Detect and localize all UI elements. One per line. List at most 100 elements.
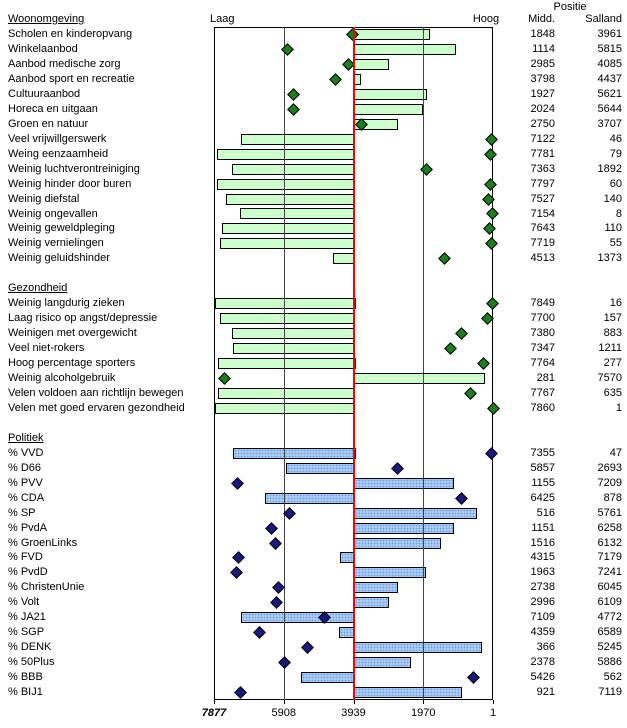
midd-bar (353, 657, 411, 669)
section-header-politiek: Politiek (8, 431, 44, 444)
salland-value: 562 (603, 671, 622, 684)
midd-bar (353, 507, 477, 519)
salland-value: 635 (603, 386, 622, 399)
midd-value: 7849 (530, 297, 555, 310)
salland-value: 46 (609, 132, 622, 145)
salland-value: 6132 (597, 536, 622, 549)
midd-bar (353, 642, 483, 654)
midd-bar (214, 402, 356, 414)
midd-value: 2985 (530, 57, 555, 70)
midd-value: 7347 (530, 342, 555, 355)
midd-bar (220, 313, 356, 325)
row-label: % D66 (8, 461, 42, 474)
gridline-1970 (423, 27, 425, 700)
midd-bar (300, 672, 356, 684)
midd-value: 921 (536, 686, 555, 698)
salland-column-header: Salland (585, 13, 622, 25)
midd-bar (353, 103, 424, 115)
midd-bar (231, 328, 356, 340)
salland-value: 878 (603, 491, 622, 504)
row-label: % PvdA (8, 521, 48, 534)
midd-value: 7380 (530, 327, 555, 340)
midd-value: 7643 (530, 222, 555, 235)
midd-bar (216, 178, 356, 190)
row-label: % PVV (8, 476, 43, 489)
midd-value: 366 (536, 641, 555, 654)
midd-value: 7700 (530, 312, 555, 325)
row-label: Weinigen met overgewicht (8, 327, 137, 340)
midd-column-header: Midd. (528, 13, 555, 25)
midd-value: 2750 (530, 117, 555, 130)
midd-value: 1114 (532, 43, 555, 55)
midd-bar (353, 43, 456, 55)
midd-value: 2738 (530, 581, 555, 594)
section-header-gezondheid: Gezondheid (8, 282, 68, 295)
salland-value: 5245 (597, 641, 622, 654)
salland-value: 7209 (597, 476, 622, 489)
row-label: % JA21 (8, 611, 46, 624)
midd-bar (353, 58, 390, 70)
salland-value: 55 (609, 237, 622, 250)
midd-value: 7122 (530, 132, 555, 145)
gridline-5908 (283, 27, 285, 700)
salland-value: 2693 (597, 461, 622, 474)
midd-value: 4513 (530, 252, 555, 265)
midd-value: 3798 (530, 72, 555, 85)
midd-bar (219, 238, 356, 250)
row-label: Laag risico op angst/depressie (8, 312, 158, 325)
row-label: % FVD (8, 551, 43, 564)
row-label: % Volt (8, 596, 40, 609)
salland-value: 5815 (597, 43, 622, 55)
midd-bar (222, 223, 356, 235)
salland-value: 1 (615, 401, 622, 414)
midd-value: 7109 (530, 611, 555, 624)
salland-value: 6045 (597, 581, 622, 594)
midd-bar (215, 298, 356, 310)
midd-value: 5857 (530, 461, 555, 474)
row-label: Winkelaanbod (8, 43, 78, 55)
row-label: Weinig ongevallen (8, 207, 98, 220)
salland-value: 6109 (597, 596, 622, 609)
row-label: Scholen en kinderopvang (8, 28, 133, 40)
salland-value: 110 (604, 222, 622, 235)
row-label: Aanbod medische zorg (8, 57, 121, 70)
midd-bar (353, 522, 455, 534)
row-label: Velen met goed ervaren gezondheid (8, 401, 185, 414)
row-label: % BBB (8, 671, 43, 684)
salland-value: 5644 (597, 102, 622, 115)
salland-value: 3961 (597, 28, 622, 40)
row-label: % 50Plus (8, 656, 55, 669)
midd-value: 7764 (530, 357, 555, 369)
midd-value: 4315 (530, 551, 555, 564)
row-label: Weinig vernielingen (8, 237, 104, 250)
salland-value: 6589 (597, 626, 622, 639)
midd-value: 6425 (530, 491, 555, 504)
row-label: % SGP (8, 626, 45, 639)
row-label: Velen voldoen aan richtlijn bewegen (8, 386, 184, 399)
axis-tick-1 (493, 700, 494, 704)
row-label: Weinig diefstal (8, 192, 80, 205)
salland-value: 1211 (598, 342, 622, 355)
midd-bar (232, 163, 356, 175)
midd-value: 7154 (530, 207, 555, 220)
midd-value: 281 (536, 372, 555, 384)
row-label: Weinig geweldpleging (8, 222, 115, 235)
salland-value: 47 (609, 446, 622, 459)
row-label: % SP (8, 506, 36, 519)
row-label: Weinig luchtverontreiniging (8, 162, 140, 175)
row-label: % BIJ1 (8, 686, 43, 698)
midd-value: 5426 (530, 671, 555, 684)
midd-bar (353, 537, 442, 549)
midd-value: 7527 (530, 192, 555, 205)
positie-label: Positie (553, 1, 587, 13)
midd-value: 7797 (530, 177, 555, 190)
salland-value: 6258 (597, 521, 622, 534)
midd-value: 7719 (530, 237, 555, 250)
salland-value: 7241 (597, 566, 622, 579)
midd-value: 1927 (530, 87, 555, 100)
midd-bar (340, 552, 356, 564)
midd-value: 2378 (530, 656, 555, 669)
midd-bar (285, 462, 356, 474)
salland-value: 4085 (597, 57, 622, 70)
salland-value: 5886 (597, 656, 622, 669)
